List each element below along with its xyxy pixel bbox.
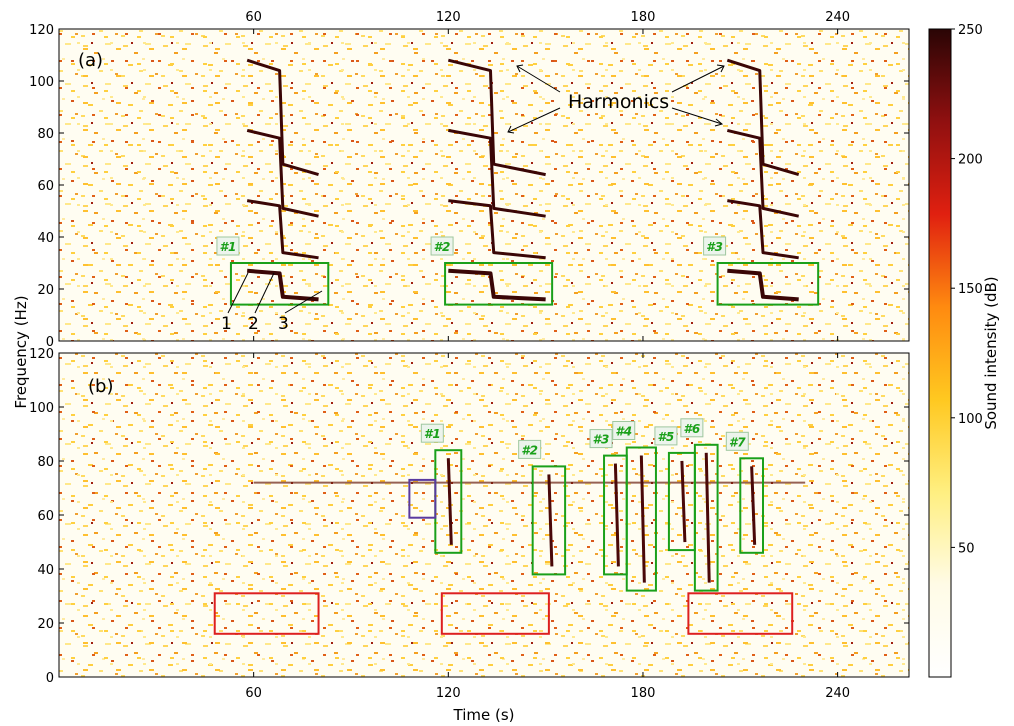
call-box-label-2: #2	[434, 240, 451, 254]
call-3-harmonic-1	[727, 268, 799, 302]
colorbar-tick-label: 200	[958, 153, 983, 168]
point-label-1: 1	[221, 314, 232, 334]
call-2-harmonic-3	[448, 128, 546, 218]
x-tick-label: 180	[631, 686, 656, 701]
colorbar: 50 100 150 200 250 Sound intensity (dB)	[928, 23, 1000, 678]
call-1-harmonic-2	[246, 199, 319, 260]
call-box-tag-2	[518, 439, 542, 459]
call-box-label-3: #3	[706, 240, 723, 254]
colorbar-scale	[928, 28, 952, 678]
colorbar-tick-label: 250	[958, 23, 983, 38]
y-tick-label: 40	[37, 231, 54, 246]
panel-b: #1 #2 #3 #4 #5 #6 #7 (b) 0 20 40 60 80 100 120 60 120 1…	[29, 347, 910, 701]
call-box-label-1: #1	[424, 427, 441, 441]
region-box-2	[213, 592, 320, 635]
call-2-harmonic-4	[447, 58, 546, 177]
call-box-label-6: #6	[684, 422, 701, 436]
panel-b-label: (b)	[88, 376, 113, 397]
x-tick-label: 240	[825, 10, 850, 25]
x-tick-label: 60	[245, 10, 262, 25]
call-box-2	[531, 465, 567, 576]
call-1-harmonic-1	[247, 268, 319, 302]
region-box-1	[408, 478, 437, 519]
y-tick-label: 40	[37, 563, 54, 578]
call-trace-5	[680, 460, 687, 543]
call-box-label-5: #5	[658, 430, 675, 444]
call-trace-4	[639, 455, 646, 583]
call-3-harmonic-4	[726, 58, 800, 177]
call-2-harmonic-1	[448, 268, 546, 302]
call-box-label-3: #3	[593, 433, 610, 447]
call-box-label-1: #1	[220, 240, 237, 254]
call-box-tag-3	[703, 236, 727, 256]
call-box-tag-3	[589, 429, 613, 449]
harmonics-arrows	[507, 64, 725, 134]
y-tick-label: 60	[37, 509, 54, 524]
y-axis-label: Frequency (Hz)	[12, 295, 30, 408]
y-tick-label: 100	[29, 401, 54, 416]
call-box-label-7: #7	[729, 435, 746, 449]
call-box-2	[444, 262, 554, 306]
y-tick-label: 0	[46, 671, 54, 686]
x-axis-label: Time (s)	[453, 706, 515, 724]
y-tick-label: 80	[37, 127, 54, 142]
call-box-tag-1	[420, 423, 444, 443]
y-tick-label: 0	[46, 335, 54, 350]
y-tick-label: 20	[37, 283, 54, 298]
call-box-tag-7	[725, 431, 749, 451]
call-box-tag-2	[430, 236, 454, 256]
panel-a-label: (a)	[78, 50, 103, 71]
point-labels: 1 2 3	[221, 272, 323, 334]
point-label-2: 2	[248, 314, 259, 334]
call-trace-7	[750, 466, 757, 545]
y-tick-label: 100	[29, 75, 54, 90]
region-box-3	[440, 592, 550, 635]
x-tick-label: 240	[825, 686, 850, 701]
call-trace-3	[613, 463, 620, 567]
x-tick-label: 120	[436, 10, 461, 25]
call-1-harmonic-3	[246, 128, 319, 218]
call-box-tag-1	[216, 236, 240, 256]
panel-b-noise-layer	[59, 353, 909, 677]
y-tick-label: 80	[37, 455, 54, 470]
colorbar-tick-label: 150	[958, 282, 983, 297]
call-box-1	[229, 262, 330, 306]
call-trace-6	[704, 452, 711, 583]
call-box-tag-5	[654, 426, 678, 446]
x-tick-label: 180	[631, 10, 656, 25]
call-box-3	[716, 262, 820, 306]
y-tick-label: 120	[29, 23, 54, 38]
panel-a-noise-layer	[59, 29, 909, 341]
colorbar-tick-label: 50	[958, 541, 975, 556]
call-box-label-2: #2	[521, 443, 538, 457]
call-3-harmonic-2	[727, 199, 799, 260]
y-tick-label: 120	[29, 347, 54, 362]
call-trace-1	[446, 458, 453, 545]
call-box-label-4: #4	[615, 425, 632, 439]
call-2-harmonic-2	[448, 199, 546, 260]
point-label-3: 3	[278, 314, 289, 334]
call-3-harmonic-3	[726, 128, 800, 218]
y-tick-label: 60	[37, 179, 54, 194]
x-tick-label: 60	[245, 686, 262, 701]
colorbar-tick-label: 100	[958, 412, 983, 427]
call-box-tag-4	[612, 421, 636, 440]
call-trace-2	[547, 474, 554, 567]
call-box-6	[693, 443, 719, 592]
harmonics-annotation: Harmonics	[568, 91, 669, 113]
call-box-tag-6	[680, 418, 704, 438]
panel-a: #1 #2 #3 (a) Harmonics 1 2 3 0 20 40 60 80 100 1…	[29, 10, 910, 350]
colorbar-label: Sound intensity (dB)	[982, 276, 1000, 429]
call-box-4	[625, 446, 657, 592]
y-tick-label: 20	[37, 617, 54, 632]
call-1-harmonic-4	[246, 58, 319, 177]
call-box-7	[739, 457, 765, 554]
x-tick-label: 120	[436, 686, 461, 701]
region-box-4	[687, 592, 794, 635]
